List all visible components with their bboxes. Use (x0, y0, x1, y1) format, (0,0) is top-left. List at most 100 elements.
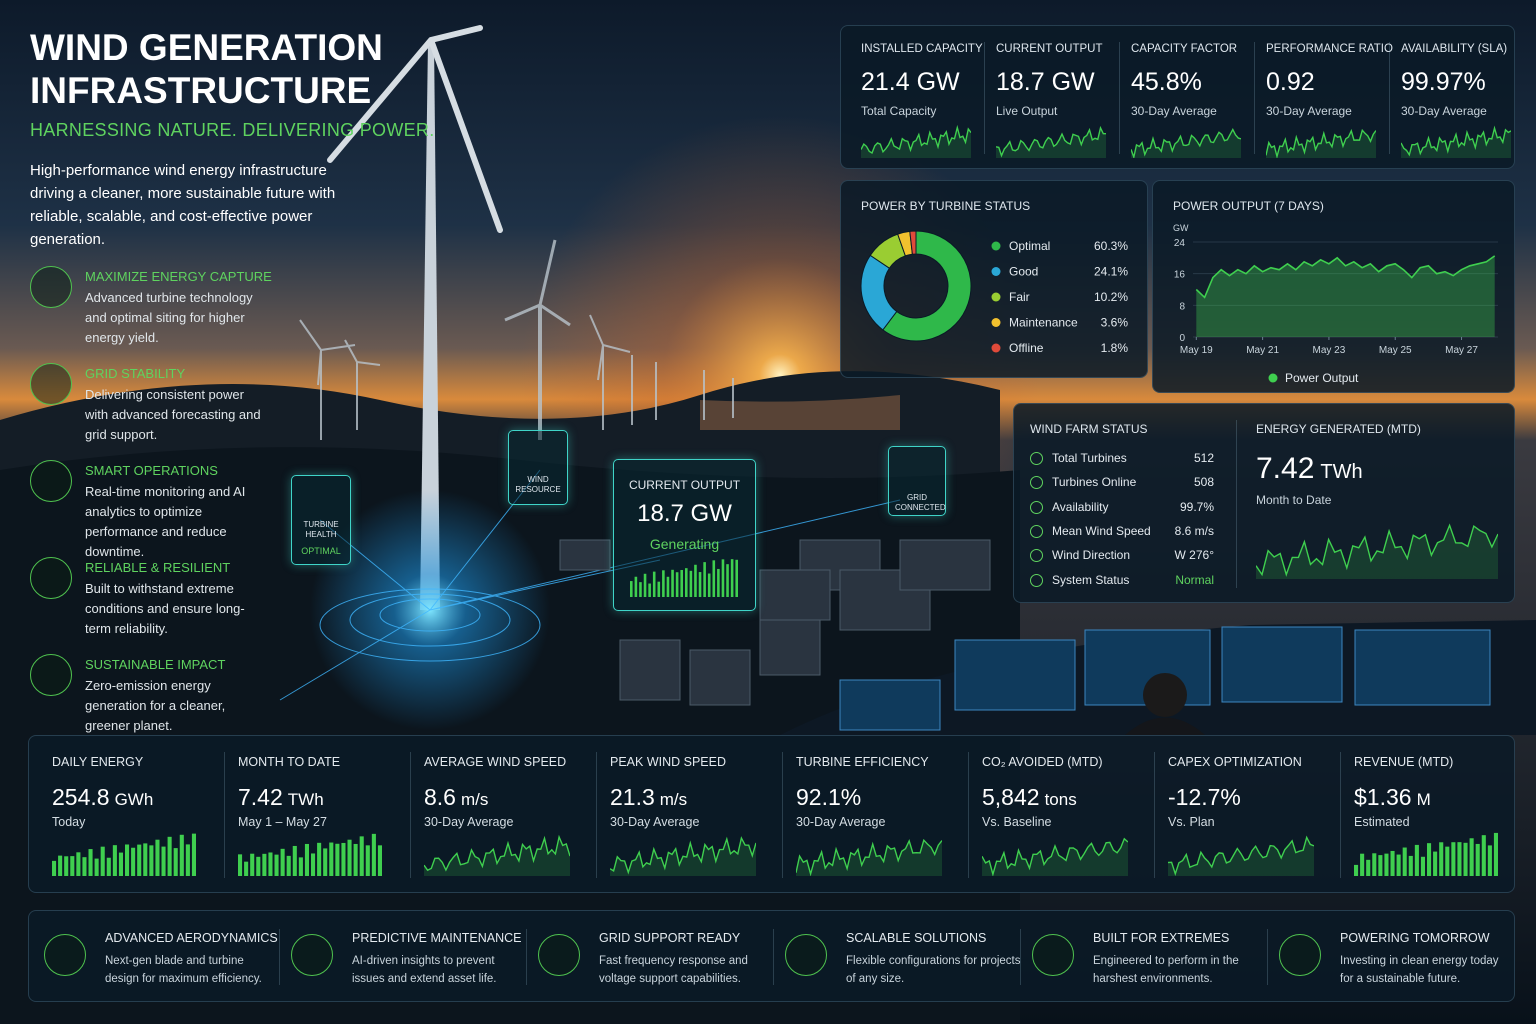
legend-label: Fair (1009, 290, 1030, 304)
metric-label: DAILY ENERGY (52, 755, 144, 769)
line (1195, 255, 1496, 299)
decor-bar (698, 572, 702, 597)
decor-bar (1469, 838, 1474, 876)
decor-bar (52, 860, 57, 876)
decor-bar (323, 848, 328, 876)
check-icon (1030, 476, 1043, 490)
chart-svg (630, 559, 738, 597)
footer-title: GRID SUPPORT READY (599, 931, 741, 945)
decor-area (424, 837, 570, 876)
kpi-sub: Total Capacity (861, 104, 937, 118)
decor-bar (286, 855, 291, 876)
decor-bar (173, 848, 178, 876)
status-value: W 276° (1174, 548, 1214, 563)
feature-text: Real-time monitoring and AI analytics to… (85, 484, 246, 559)
decor-area (1168, 837, 1314, 876)
decor-bar (721, 559, 725, 597)
decor-bar (329, 842, 334, 876)
chart-svg (982, 837, 1128, 876)
decor-bar (1487, 845, 1492, 876)
unit: m/s (659, 790, 688, 809)
decor-line (424, 834, 570, 872)
kpi-panel: INSTALLED CAPACITY 21.4 GW Total Capacity C… (840, 25, 1515, 169)
value-label: 1.8% (1101, 341, 1129, 355)
x-tick-label: May 21 (1246, 345, 1279, 356)
unit: TWh (1320, 461, 1363, 483)
check-icon (1030, 452, 1043, 465)
footer-text: Flexible configurations for projects of … (846, 955, 1021, 985)
kpi-value: 21.4 GW (861, 68, 960, 96)
status-value: 99.7% (1179, 499, 1214, 514)
status-panel: WIND FARM STATUS Total Turbines 512 Turbine… (1013, 403, 1515, 603)
decor-line (1401, 125, 1511, 157)
value: $1.36 (1354, 784, 1412, 810)
decor-bar (191, 833, 196, 876)
status-label: System Status (1052, 572, 1130, 587)
donut-segment (909, 230, 917, 255)
decor-bar (1457, 842, 1462, 876)
value: 21.3 (610, 784, 655, 810)
card-title: CURRENT OUTPUT (628, 478, 741, 492)
metric-value: 21.3 m/s (610, 784, 687, 811)
chart-svg (1266, 128, 1376, 158)
kpi-label: CURRENT OUTPUT (996, 43, 1103, 55)
turbine-health-tag: TURBINE HEALTH OPTIMAL (291, 475, 351, 565)
value-label: 3.6% (1101, 316, 1129, 330)
decor-bar (1463, 842, 1468, 876)
metric-sub: 30-Day Average (610, 815, 700, 829)
legend-dot (991, 318, 1001, 327)
kpi-label: PERFORMANCE RATIO (1266, 43, 1393, 55)
decor-area (1131, 129, 1241, 158)
metric-sub: Estimated (1354, 815, 1410, 829)
status-value: Normal (1175, 572, 1214, 587)
current-output-card: CURRENT OUTPUT 18.7 GW Generating (613, 459, 756, 611)
decor-bar (365, 845, 370, 876)
tag-status: OPTIMAL (301, 546, 341, 556)
divider (1254, 42, 1255, 154)
kpi-label: AVAILABILITY (SLA) (1401, 43, 1508, 55)
decor-bar (280, 848, 285, 876)
decor-bar (657, 581, 661, 597)
footer-icon (538, 934, 580, 976)
metric-value: 92.1% (796, 784, 861, 811)
chart-svg (861, 124, 971, 158)
metric-value: 254.8 GWh (52, 784, 153, 811)
decor-area (982, 838, 1128, 876)
decor-bar (371, 833, 376, 876)
footer-text: Investing in clean energy today for a su… (1340, 955, 1499, 985)
line-panel: POWER OUTPUT (7 DAYS) GW 0 8 16 24 May 19 May 2… (1152, 180, 1515, 393)
feature-title: SUSTAINABLE IMPACT (85, 657, 226, 672)
feature-icon (30, 654, 72, 696)
unit: M (1416, 790, 1431, 809)
decor-bar (703, 562, 706, 597)
legend-label: Maintenance (1009, 316, 1078, 330)
decor-bar (1414, 844, 1419, 876)
decor-bar (106, 857, 111, 876)
decor-bar (1475, 843, 1480, 876)
y-tick-label: 0 (1179, 333, 1185, 344)
feature-title: MAXIMIZE ENERGY CAPTURE (85, 269, 272, 284)
decor-bar (666, 576, 670, 597)
footer-title: ADVANCED AERODYNAMICS (105, 931, 278, 945)
metric-label: TURBINE EFFICIENCY (796, 755, 929, 769)
metric-sub: 30-Day Average (424, 815, 514, 829)
decor-bar (179, 834, 184, 876)
divider (1340, 752, 1341, 878)
metric-sub: Today (52, 815, 86, 829)
decor-line (996, 125, 1106, 158)
status-value: 512 (1193, 451, 1214, 465)
status-label: Wind Direction (1052, 548, 1131, 563)
decor-bar (64, 856, 69, 876)
decor-bar (359, 836, 364, 876)
kpi-label: CAPACITY FACTOR (1131, 43, 1238, 55)
decor-bar (335, 843, 340, 876)
value: -12.7% (1168, 784, 1241, 810)
donut-segment (860, 254, 898, 331)
metric-value: 7.42 TWh (238, 784, 324, 811)
decor-bar (82, 857, 87, 876)
decor-bar (143, 843, 148, 876)
decor-bar (1439, 842, 1444, 876)
decor-bar (298, 857, 303, 876)
metric-label: AVERAGE WIND SPEED (424, 755, 567, 769)
decor-bar (639, 582, 642, 597)
